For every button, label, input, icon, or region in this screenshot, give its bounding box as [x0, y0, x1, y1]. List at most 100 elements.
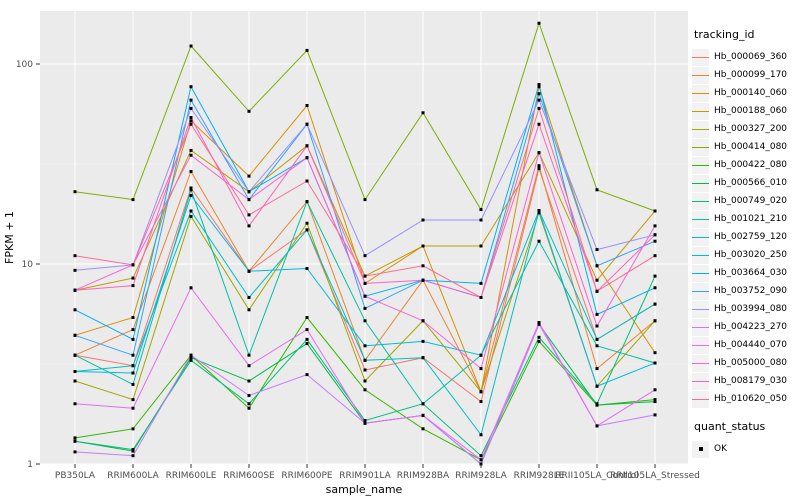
- data-point: [131, 371, 135, 375]
- point-marker-icon: [698, 447, 703, 451]
- legend-swatch-line: [692, 362, 709, 364]
- legend-item-Hb_000099_170: Hb_000099_170: [692, 66, 800, 84]
- legend-key: [692, 66, 709, 84]
- data-point: [247, 364, 251, 368]
- x-axis-tick-label: RRII105LA_Control: [555, 471, 638, 481]
- quant-status-block: quant_status OK: [692, 420, 800, 458]
- x-axis-tick-label: RRIM928LA: [455, 471, 507, 481]
- data-point: [595, 337, 599, 341]
- data-point: [305, 104, 309, 107]
- data-point: [305, 328, 309, 332]
- data-point: [305, 342, 309, 346]
- data-point: [537, 339, 541, 343]
- legend-key: [692, 228, 709, 246]
- data-point: [189, 356, 193, 360]
- legend-label: OK: [714, 444, 727, 454]
- data-point: [537, 85, 541, 89]
- legend-item-Hb_003020_250: Hb_003020_250: [692, 246, 800, 264]
- data-point: [595, 344, 599, 348]
- legend-key: [692, 440, 709, 458]
- legend-key: [692, 174, 709, 192]
- legend-item-Hb_000566_010: Hb_000566_010: [692, 174, 800, 192]
- data-point: [595, 188, 599, 192]
- legend-item-Hb_002759_120: Hb_002759_120: [692, 228, 800, 246]
- data-point: [537, 239, 541, 243]
- data-point: [247, 353, 251, 357]
- data-point: [479, 367, 483, 371]
- legend-key: [692, 138, 709, 156]
- data-point: [131, 328, 135, 332]
- legend-key: [692, 102, 709, 120]
- legend-label: Hb_000069_360: [714, 52, 788, 62]
- data-point: [305, 48, 309, 52]
- legend-item-Hb_000414_080: Hb_000414_080: [692, 138, 800, 156]
- legend-item-Hb_000327_200: Hb_000327_200: [692, 120, 800, 138]
- x-axis-tick-label: RRIM928BA: [397, 471, 450, 481]
- data-point: [537, 164, 541, 168]
- data-point: [595, 367, 599, 371]
- data-point: [479, 390, 483, 394]
- data-point: [421, 402, 425, 406]
- x-axis-tick-label: RRII105LA_Stressed: [610, 471, 700, 481]
- legend-swatch-line: [692, 236, 709, 238]
- legend-key: [692, 48, 709, 66]
- legend-swatch-line: [692, 92, 709, 94]
- legend-item-Hb_003664_030: Hb_003664_030: [692, 264, 800, 282]
- data-point: [537, 122, 541, 126]
- data-point: [73, 308, 77, 312]
- data-point: [189, 148, 193, 152]
- data-point: [595, 264, 599, 268]
- data-point: [363, 274, 367, 278]
- data-point: [131, 353, 135, 357]
- data-point: [247, 109, 251, 113]
- data-point: [537, 167, 541, 171]
- data-point: [537, 335, 541, 339]
- data-point: [131, 316, 135, 319]
- y-axis-title: FPKM + 1: [3, 211, 16, 264]
- data-point: [73, 353, 77, 357]
- data-point: [479, 433, 483, 437]
- data-point: [421, 427, 425, 431]
- legend-key: [692, 264, 709, 282]
- legend-entries: Hb_000069_360 Hb_000099_170 Hb_000140_060 H…: [692, 48, 800, 408]
- legend-swatch-line: [692, 128, 709, 130]
- data-point: [479, 353, 483, 357]
- data-point: [189, 358, 193, 362]
- data-point: [421, 218, 425, 222]
- legend-swatch-line: [692, 218, 709, 220]
- data-point: [189, 153, 193, 157]
- data-point: [73, 439, 77, 443]
- data-point: [305, 267, 309, 270]
- data-point: [653, 233, 657, 237]
- legend-item-Hb_010620_050: Hb_010620_050: [692, 390, 800, 408]
- legend-swatch-line: [692, 74, 709, 76]
- legend-item-Hb_004223_270: Hb_004223_270: [692, 318, 800, 336]
- legend-item-Hb_000749_020: Hb_000749_020: [692, 192, 800, 210]
- data-point: [363, 358, 367, 362]
- legend-label: Hb_000327_200: [714, 124, 788, 134]
- data-point: [189, 209, 193, 213]
- x-axis-tick-label: RRIM928LE: [514, 471, 565, 481]
- legend-item-Hb_000069_360: Hb_000069_360: [692, 48, 800, 66]
- legend-label: Hb_010620_050: [714, 394, 788, 404]
- data-point: [537, 211, 541, 215]
- data-point: [363, 344, 367, 348]
- legend-item-Hb_008179_030: Hb_008179_030: [692, 372, 800, 390]
- data-point: [363, 379, 367, 383]
- legend-key: [692, 300, 709, 318]
- data-point: [73, 370, 77, 373]
- data-point: [73, 190, 77, 194]
- data-point: [131, 276, 135, 280]
- x-axis-tick-label: RRIM600LE: [166, 471, 217, 481]
- data-point: [421, 264, 425, 268]
- legend-item-Hb_003752_090: Hb_003752_090: [692, 282, 800, 300]
- legend-label: Hb_000749_020: [714, 196, 788, 206]
- data-point: [479, 454, 483, 458]
- legend-swatch-line: [692, 344, 709, 346]
- data-point: [653, 286, 657, 290]
- data-point: [363, 198, 367, 202]
- legend-item-Hb_000422_080: Hb_000422_080: [692, 156, 800, 174]
- legend-item-Hb_005000_080: Hb_005000_080: [692, 354, 800, 372]
- legend-key: [692, 210, 709, 228]
